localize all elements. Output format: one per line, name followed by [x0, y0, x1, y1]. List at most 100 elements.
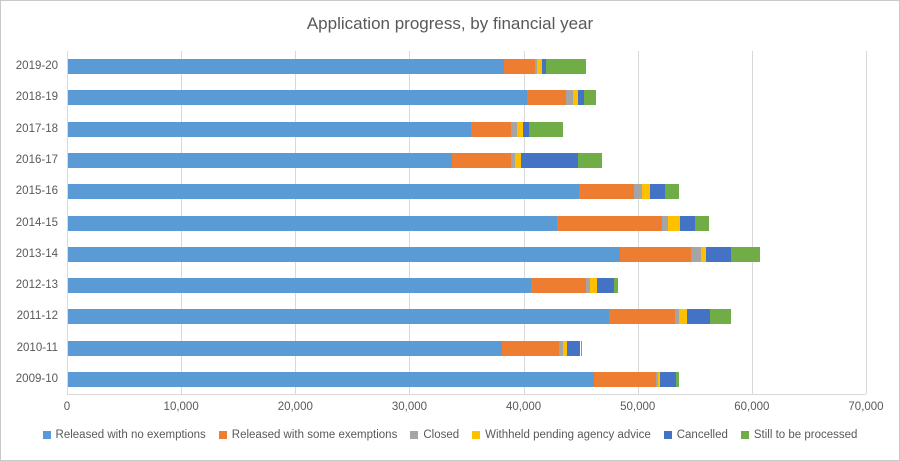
bar-segment — [590, 278, 598, 294]
legend-swatch — [663, 431, 672, 439]
y-axis-label: 2014-15 — [15, 216, 58, 229]
bar-segment — [690, 246, 701, 262]
bar-segment — [562, 340, 567, 356]
legend: Released with no exemptions Released with… — [1, 429, 899, 441]
bar-segment — [541, 59, 546, 75]
bar-segment — [577, 152, 602, 168]
gridline — [866, 51, 867, 394]
bar-segment — [664, 184, 680, 200]
bar-segment — [572, 90, 579, 106]
legend-swatch — [42, 431, 51, 439]
legend-label: Released with no exemptions — [55, 429, 206, 441]
bar-segment — [593, 371, 656, 387]
bar-segment — [675, 309, 680, 325]
x-axis-label: 60,000 — [734, 401, 770, 413]
bar-segment — [531, 278, 587, 294]
bar-segment — [642, 184, 651, 200]
bar-segment — [556, 215, 662, 231]
bar-segment — [586, 278, 591, 294]
bar-segment — [650, 184, 665, 200]
chart-title: Application progress, by financial year — [306, 14, 594, 33]
y-axis-label: 2010-11 — [16, 341, 58, 354]
bar-segment — [68, 152, 452, 168]
bar-segment — [470, 121, 511, 137]
x-axis-label: 40,000 — [505, 401, 542, 413]
bar-segment — [528, 121, 563, 137]
bar-segment — [731, 246, 761, 262]
y-axis-label: 2013-14 — [15, 247, 58, 260]
bar-segment — [68, 215, 557, 231]
x-axis-label: 30,000 — [391, 401, 428, 413]
bar-segment — [597, 278, 615, 294]
x-axis-label: 10,000 — [163, 401, 199, 413]
bar-segment — [687, 309, 711, 325]
legend-swatch — [472, 431, 481, 439]
x-axis-label: 20,000 — [277, 401, 313, 413]
bar-segment — [68, 90, 528, 106]
bar-segment — [68, 278, 532, 294]
legend-item: Released with some exemptions — [218, 429, 398, 441]
bar-segment — [710, 309, 732, 325]
legend-item: Still to be processed — [740, 429, 858, 441]
x-axis-label: 0 — [63, 401, 71, 413]
y-axis-label: 2011-12 — [16, 310, 58, 323]
x-axis-label: 70,000 — [848, 401, 884, 413]
bar-segment — [668, 215, 681, 231]
bar-segment — [68, 371, 594, 387]
bar-segment — [620, 246, 691, 262]
legend-label: Still to be processed — [753, 429, 858, 441]
bar-segment — [68, 309, 610, 325]
bar-segment — [578, 90, 584, 106]
bar-segment — [583, 90, 597, 106]
bar-segment — [566, 340, 581, 356]
bar-segment — [523, 121, 529, 137]
bar-segment — [545, 59, 586, 75]
bar-segment — [661, 215, 669, 231]
legend-item: Cancelled — [663, 429, 728, 441]
legend-item: Closed — [410, 429, 459, 441]
bar-segment — [510, 121, 517, 137]
legend-swatch — [410, 431, 419, 439]
legend-swatch — [740, 431, 749, 439]
y-axis-label: 2017-18 — [15, 122, 58, 135]
y-axis-label: 2012-13 — [15, 279, 58, 292]
bar-segment — [695, 215, 710, 231]
gridline — [751, 51, 753, 394]
bar-segment — [658, 371, 661, 387]
bar-segment — [679, 309, 688, 325]
y-axis-label: 2019-20 — [15, 60, 58, 73]
bar-segment — [510, 152, 515, 168]
bar-segment — [706, 246, 732, 262]
y-axis-label: 2009-10 — [15, 372, 58, 385]
bar-segment — [68, 121, 471, 137]
bar-segment — [535, 59, 537, 75]
bar-segment — [558, 340, 563, 356]
bar-segment — [514, 152, 521, 168]
bar-segment — [614, 278, 618, 294]
bar-segment — [536, 59, 542, 75]
x-axis-label: 50,000 — [620, 401, 656, 413]
bar-segment — [68, 59, 505, 75]
bar-segment — [609, 309, 676, 325]
bar-segment — [68, 184, 580, 200]
y-axis-label: 2016-17 — [15, 153, 58, 166]
bar-segment — [580, 340, 583, 356]
legend-label: Released with some exemptions — [231, 429, 398, 441]
plot-area — [67, 51, 867, 395]
bar-segment — [634, 184, 643, 200]
legend-label: Closed — [423, 429, 460, 441]
bar-segment — [660, 371, 677, 387]
bar-segment — [680, 215, 696, 231]
legend-item: Withheld pending agency advice — [472, 429, 651, 441]
bar-segment — [655, 371, 659, 387]
bar-segment — [451, 152, 511, 168]
y-axis-label: 2015-16 — [15, 185, 58, 198]
bar-segment — [516, 121, 524, 137]
bar-segment — [68, 246, 621, 262]
legend-item: Released with no exemptions — [42, 429, 206, 441]
legend-label: Withheld pending agency advice — [485, 429, 651, 441]
bar-segment — [700, 246, 707, 262]
bar-segment — [676, 371, 679, 387]
legend-swatch — [218, 431, 227, 439]
